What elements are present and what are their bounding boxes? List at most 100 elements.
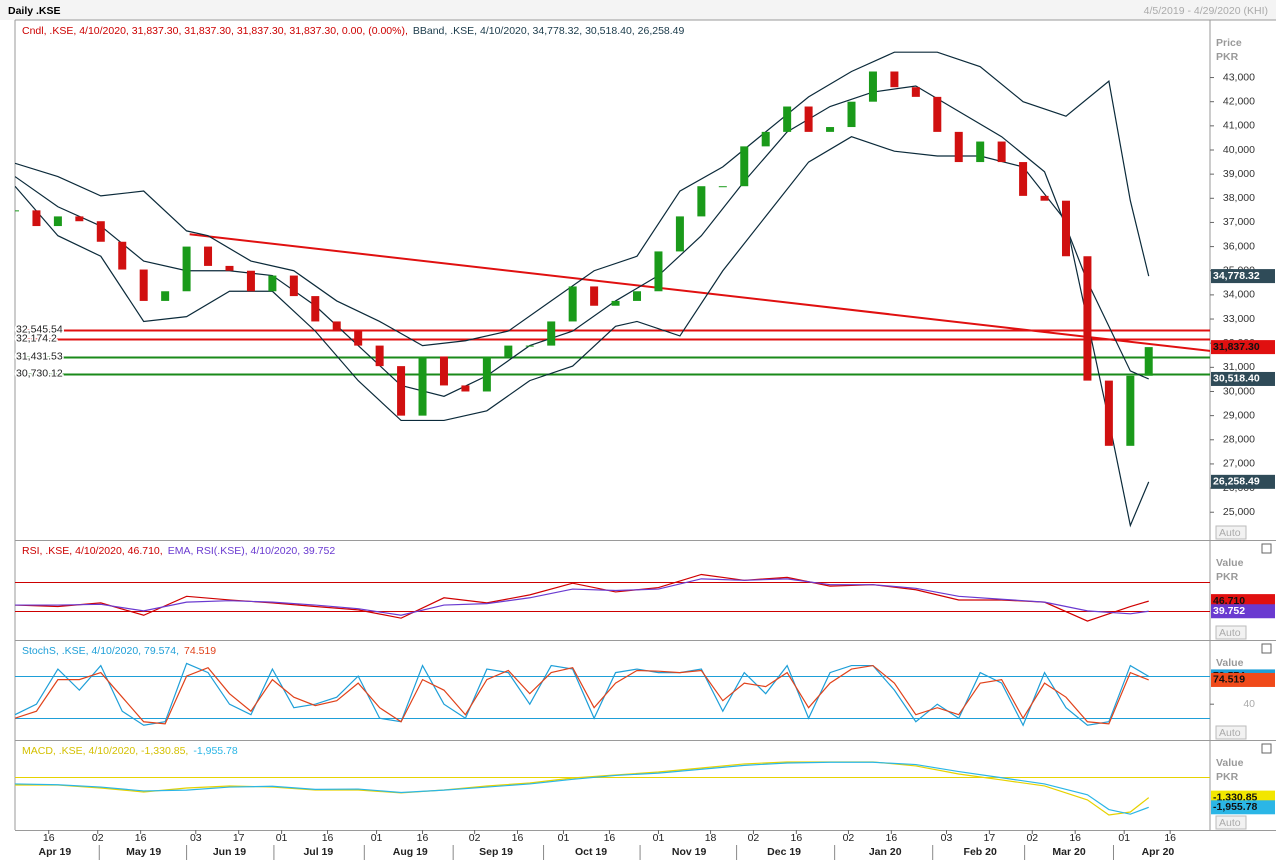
y-tick-label: 38,000 [1223,192,1255,204]
value-box-label: 74.519 [1213,674,1245,686]
series-line [15,51,1150,347]
x-tick-label: 16 [885,832,897,844]
y-tick-label: 29,000 [1223,409,1255,421]
month-label: Jun 19 [213,846,246,858]
level-label: 30,730.12 [16,367,63,379]
candle [96,221,105,242]
month-label: Jul 19 [303,846,333,858]
candle [1144,347,1153,376]
value-box-label: 46.710 [1213,595,1245,607]
legend-text: 74.519 [184,645,216,657]
candle [761,131,770,147]
axis-title: Value [1216,557,1244,569]
panel-button[interactable] [1261,543,1272,554]
month-label: Feb 20 [964,846,997,858]
x-tick-label: 03 [941,832,953,844]
auto-button[interactable] [1215,525,1247,540]
trendline [189,233,1210,352]
candle [847,101,856,128]
value-box [1211,371,1275,386]
x-tick-label: 03 [190,832,202,844]
candle [783,106,792,132]
y-tick-label: 43,000 [1223,71,1255,83]
candle [225,265,234,271]
x-tick-label: 01 [653,832,665,844]
y-tick-label: 31,000 [1223,361,1255,373]
date-range: 4/5/2019 - 4/29/2020 (KHI) [1144,5,1268,17]
auto-button[interactable] [1215,815,1247,830]
legend-text: MACD, .KSE, 4/10/2020, -1,330.85, [22,745,188,757]
candle [32,210,41,227]
panel-button[interactable] [1261,643,1272,654]
y-tick-label: 33,000 [1223,313,1255,325]
x-tick-label: 16 [417,832,429,844]
candle [397,366,406,416]
y-tick-label: 25,000 [1223,506,1255,518]
candle [354,331,363,346]
y-tick-label: 41,000 [1223,120,1255,132]
candle [439,356,448,386]
candle [139,269,148,301]
auto-button-label: Auto [1219,817,1241,829]
series-line [15,573,1149,622]
y-tick-label: 40,000 [1223,144,1255,156]
legend-text: Cndl, .KSE, 4/10/2020, 31,837.30, 31,837… [22,25,408,37]
candle [804,106,813,132]
candle [675,216,684,252]
x-tick-label: 16 [512,832,524,844]
y-tick-label: 39,000 [1223,168,1255,180]
candle [697,186,706,217]
candle [375,345,384,367]
x-tick-label: 01 [371,832,383,844]
y-tick-label: 28,000 [1223,434,1255,446]
candle [53,216,62,227]
y-tick-label: 40 [1243,698,1255,710]
x-tick-label: 02 [1026,832,1038,844]
candle [954,131,963,163]
value-box [1211,340,1275,355]
series-line [15,761,1149,815]
candle [182,246,191,292]
candle [75,216,84,222]
panel-button[interactable] [1261,743,1272,754]
month-label: Mar 20 [1052,846,1085,858]
candle [504,345,513,357]
candle [1019,162,1028,196]
auto-button-label: Auto [1219,727,1241,739]
value-box-label: 30,518.40 [1213,373,1260,385]
candle [525,345,534,347]
axis-title: PKR [1216,571,1239,583]
candle [654,251,663,292]
x-tick-label: 18 [705,832,717,844]
panel [15,761,1210,816]
candle [718,186,727,188]
x-tick-label: 17 [233,832,245,844]
legend-text: RSI, .KSE, 4/10/2020, 46.710, [22,545,163,557]
y-tick-label: 42,000 [1223,95,1255,107]
series-line [15,578,1149,616]
x-tick-label: 02 [469,832,481,844]
value-box [1211,800,1275,815]
x-tick-label: 02 [92,832,104,844]
month-label: Apr 20 [1142,846,1175,858]
axis-title: Value [1216,657,1244,669]
auto-button[interactable] [1215,725,1247,740]
title-bar [0,0,1276,20]
value-box [1211,474,1275,489]
auto-button[interactable] [1215,625,1247,640]
candle [418,356,427,416]
series-line [15,85,1149,397]
candle [826,127,835,132]
x-tick-label: 16 [43,832,55,844]
level-label: 31,431.53 [16,350,63,362]
panel [15,573,1210,622]
candle [1040,195,1049,201]
candle [482,356,491,392]
month-label: Nov 19 [672,846,707,858]
y-tick-label: 34,000 [1223,289,1255,301]
series-line [15,664,1149,725]
value-box-label: 26,258.49 [1213,476,1260,488]
candle [332,321,341,332]
candle [890,71,899,88]
